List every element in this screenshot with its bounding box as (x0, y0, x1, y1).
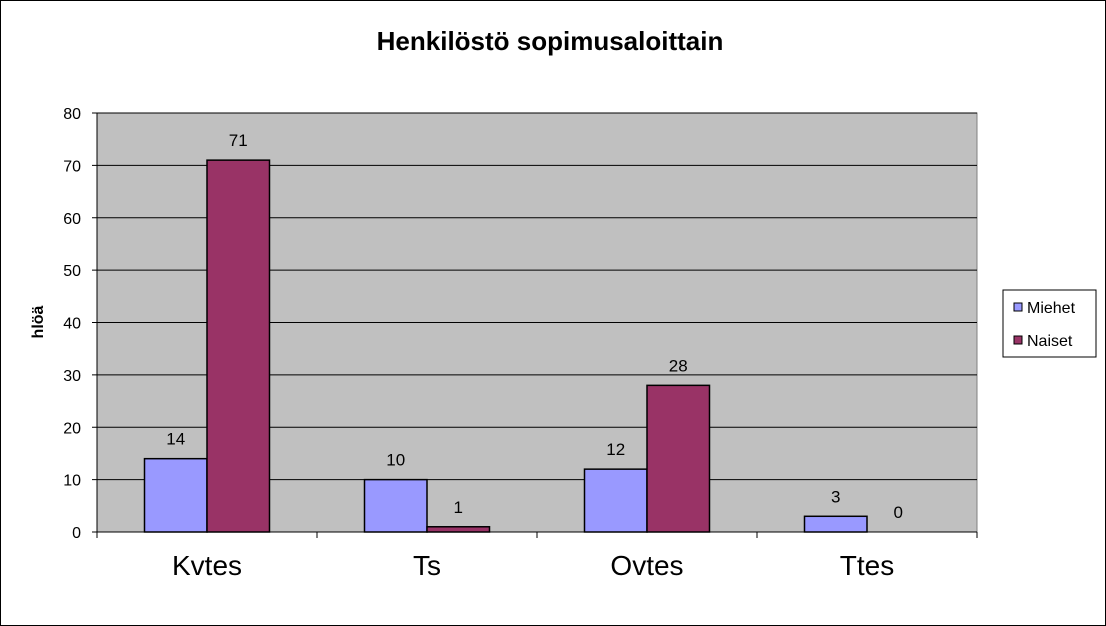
axes (92, 112, 978, 538)
legend-label-naiset: Naiset (1027, 333, 1073, 350)
y-tick-label: 10 (63, 473, 81, 490)
y-axis-label: hlöä (30, 305, 47, 338)
bar-miehet-ovtes (583, 468, 648, 533)
legend-label-miehet: Miehet (1027, 300, 1076, 317)
y-tick-label: 20 (63, 420, 81, 437)
data-label: 10 (386, 451, 405, 470)
y-tick-label: 40 (63, 316, 81, 333)
bar-naiset-kvtes (206, 159, 271, 533)
legend-swatch-miehet (1013, 302, 1023, 312)
x-tick-label: Kvtes (172, 550, 242, 581)
y-tick-label: 30 (63, 368, 81, 385)
bar-miehet-kvtes (143, 457, 208, 533)
data-label: 14 (166, 430, 185, 449)
bar-naiset-ovtes (646, 384, 711, 533)
bar-miehet-ts (363, 478, 428, 533)
chart-title: Henkilöstö sopimusaloittain (377, 26, 724, 56)
y-tick-label: 80 (63, 106, 81, 123)
data-label: 3 (831, 487, 840, 506)
x-tick-label: Ts (413, 550, 441, 581)
data-label: 0 (894, 503, 903, 522)
data-label: 28 (669, 356, 688, 375)
x-tick-label: Ovtes (610, 550, 683, 581)
y-tick-label: 70 (63, 158, 81, 175)
x-tick-labels: Kvtes Ts Ovtes Ttes (172, 550, 894, 581)
bar-naiset-ts (426, 526, 491, 533)
data-label: 12 (606, 440, 625, 459)
x-tick-label: Ttes (840, 550, 894, 581)
data-label: 71 (229, 131, 248, 150)
legend-swatch-naiset (1013, 335, 1023, 345)
data-labels: 14 71 10 1 12 28 3 0 (166, 131, 903, 522)
legend-box (1002, 289, 1097, 358)
data-label: 1 (454, 498, 463, 517)
bar-miehet-ttes (803, 515, 868, 533)
y-tick-label: 60 (63, 211, 81, 228)
y-tick-labels: 0 10 20 30 40 50 60 70 80 (63, 106, 81, 542)
bars (143, 159, 868, 533)
y-tick-label: 50 (63, 263, 81, 280)
y-tick-label: 0 (72, 525, 81, 542)
legend: Miehet Naiset (1002, 289, 1097, 358)
